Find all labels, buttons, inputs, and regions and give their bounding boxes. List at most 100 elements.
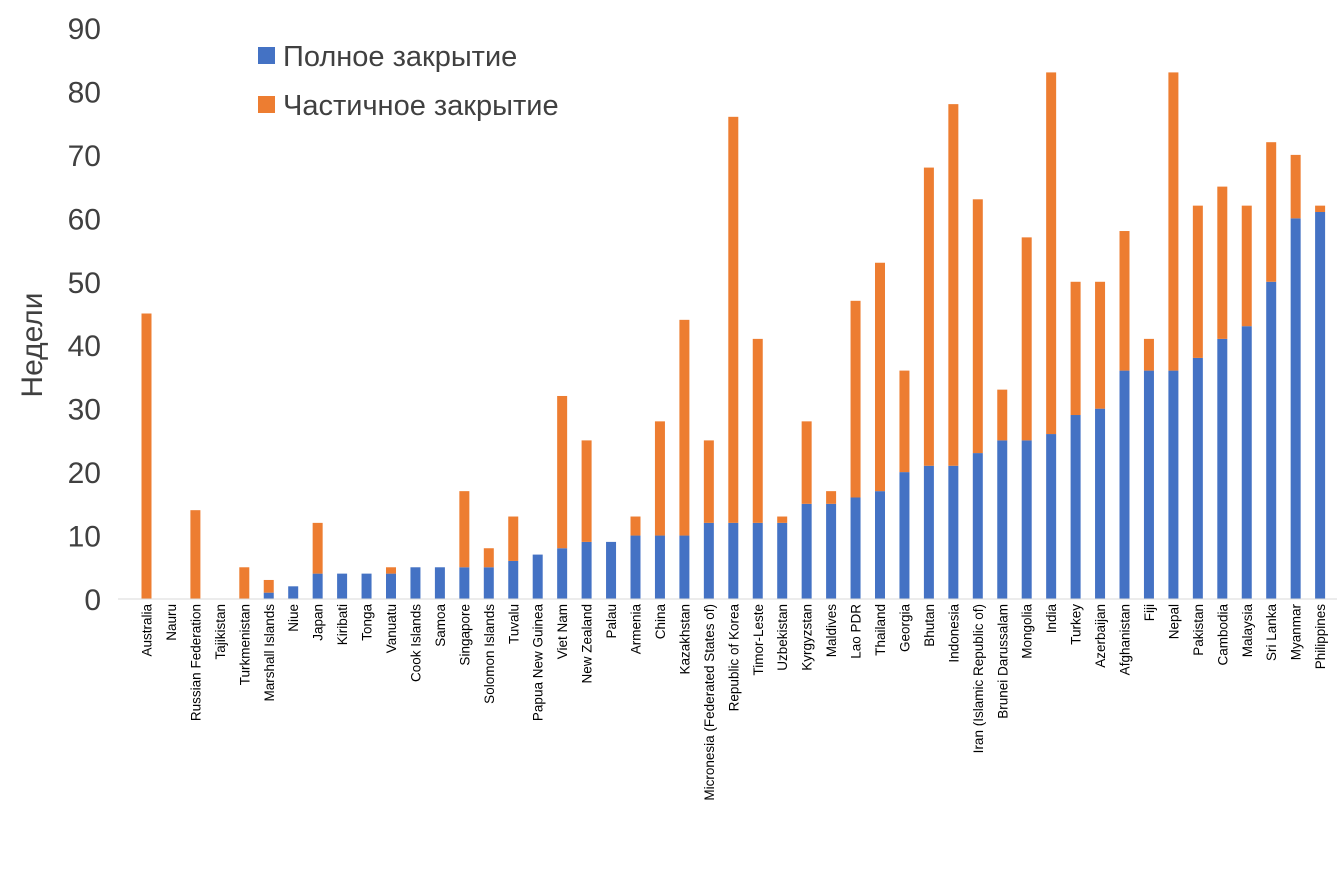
- bar-full-closure: [483, 567, 494, 599]
- x-category-label: Kyrgyzstan: [800, 604, 815, 671]
- x-category-label: Palau: [604, 604, 619, 639]
- bar-full-closure: [801, 503, 812, 599]
- y-tick-label: 70: [68, 140, 101, 173]
- bar-partial-closure: [923, 167, 934, 466]
- bar-full-closure: [1095, 408, 1106, 599]
- bar-partial-closure: [703, 440, 714, 523]
- bar-partial-closure: [1119, 231, 1130, 371]
- x-category-label: Niue: [286, 604, 301, 632]
- bar-partial-closure: [630, 516, 641, 536]
- bar-full-closure: [654, 535, 665, 599]
- bar-full-closure: [703, 522, 714, 599]
- bar-full-closure: [899, 472, 910, 599]
- bar-full-closure: [630, 535, 641, 599]
- bar-full-closure: [557, 548, 568, 599]
- x-category-label: Singapore: [457, 604, 472, 666]
- x-category-label: Sri Lanka: [1264, 604, 1279, 662]
- x-category-label: Nepal: [1166, 604, 1181, 639]
- bar-partial-closure: [1070, 281, 1081, 416]
- bar-full-closure: [1217, 338, 1228, 599]
- x-category-label: Micronesia (Federated States of): [702, 604, 717, 801]
- bar-full-closure: [1168, 370, 1179, 599]
- bar-full-closure: [581, 541, 592, 599]
- x-category-label: Maldives: [824, 604, 839, 658]
- x-category-label: Marshall Islands: [262, 604, 277, 702]
- bar-partial-closure: [190, 510, 201, 599]
- x-category-label: Kiribati: [335, 604, 350, 645]
- bars: [141, 72, 1326, 600]
- bar-partial-closure: [875, 262, 885, 492]
- bar-partial-closure: [1021, 237, 1032, 441]
- bar-full-closure: [728, 522, 739, 599]
- y-tick-label: 50: [68, 267, 101, 300]
- bar-full-closure: [752, 522, 763, 599]
- y-tick-label: 60: [68, 203, 101, 236]
- bar-partial-closure: [728, 116, 739, 523]
- x-category-label: Brunei Darussalam: [995, 604, 1010, 719]
- bar-full-closure: [386, 573, 396, 599]
- x-category-label: Russian Federation: [188, 604, 203, 721]
- bar-full-closure: [312, 573, 323, 599]
- bar-full-closure: [1119, 370, 1130, 599]
- x-category-label: Tuvalu: [506, 604, 521, 644]
- bar-full-closure: [1266, 281, 1277, 599]
- bar-partial-closure: [752, 338, 763, 523]
- x-category-label: Malaysia: [1240, 604, 1255, 658]
- bar-full-closure: [679, 535, 690, 599]
- legend-label-full: Полное закрытие: [283, 41, 517, 73]
- x-category-label: Cambodia: [1215, 604, 1230, 666]
- x-category-label: Azerbaijan: [1093, 604, 1108, 668]
- x-category-label: Armenia: [629, 604, 644, 655]
- y-tick-label: 10: [68, 521, 101, 554]
- bar-partial-closure: [508, 516, 519, 561]
- y-tick-label: 40: [68, 330, 101, 363]
- bar-partial-closure: [1217, 186, 1228, 339]
- bar-partial-closure: [239, 567, 250, 599]
- bar-partial-closure: [1192, 205, 1203, 358]
- bar-full-closure: [948, 465, 959, 599]
- x-category-label: Solomon Islands: [482, 604, 497, 704]
- bar-full-closure: [850, 497, 861, 599]
- bar-partial-closure: [1266, 142, 1277, 282]
- bar-partial-closure: [997, 389, 1008, 441]
- legend: Полное закрытие Частичное закрытие: [258, 41, 559, 122]
- bar-partial-closure: [386, 567, 396, 574]
- bar-full-closure: [972, 453, 983, 599]
- bar-partial-closure: [1168, 72, 1179, 371]
- bar-full-closure: [1070, 415, 1081, 599]
- bar-full-closure: [826, 503, 837, 599]
- x-category-label: Afghanistan: [1118, 604, 1133, 675]
- x-category-label: Turkey: [1069, 604, 1084, 645]
- x-category-label: Nauru: [164, 604, 179, 641]
- x-category-label: New Zealand: [580, 604, 595, 684]
- bar-full-closure: [777, 522, 788, 599]
- x-category-label: Tonga: [360, 604, 375, 641]
- bar-full-closure: [1290, 218, 1301, 600]
- bar-full-closure: [997, 440, 1008, 599]
- bar-full-closure: [434, 567, 445, 599]
- bar-partial-closure: [948, 104, 959, 466]
- y-tick-label: 0: [84, 584, 101, 617]
- bar-partial-closure: [1143, 338, 1154, 371]
- x-category-label: Mongolia: [1020, 604, 1035, 659]
- x-axis-category-labels: Australia Nauru Russian Federation Tajikist…: [140, 604, 1329, 801]
- x-category-label: Uzbekistan: [775, 604, 790, 671]
- x-category-label: Australia: [140, 604, 155, 657]
- legend-label-partial: Частичное закрытие: [283, 90, 559, 122]
- bar-partial-closure: [1046, 72, 1057, 435]
- y-axis-ticks: 0 10 20 30 40 50 60 70 80 90: [68, 13, 101, 617]
- x-category-label: Samoa: [433, 604, 448, 647]
- x-category-label: Timor-Leste: [751, 604, 766, 676]
- bar-partial-closure: [1290, 154, 1301, 219]
- x-category-label: Papua New Guinea: [531, 604, 546, 722]
- bar-partial-closure: [679, 319, 690, 536]
- bar-full-closure: [1021, 440, 1032, 599]
- bar-partial-closure: [899, 370, 910, 473]
- bar-partial-closure: [801, 421, 812, 504]
- y-tick-label: 20: [68, 457, 101, 490]
- bar-full-closure: [337, 573, 348, 599]
- x-category-label: Georgia: [897, 604, 912, 653]
- bar-partial-closure: [826, 491, 837, 504]
- x-category-label: India: [1044, 604, 1059, 634]
